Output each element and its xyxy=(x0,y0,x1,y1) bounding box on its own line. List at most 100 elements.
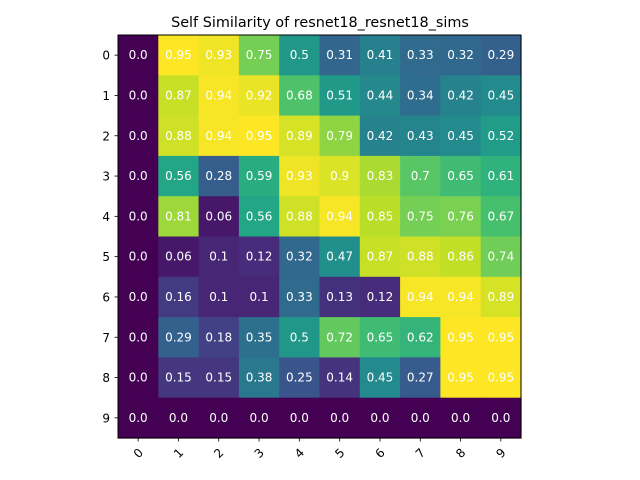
heatmap-cell xyxy=(400,75,441,117)
cell-value-label: 0.47 xyxy=(326,250,353,264)
x-tick-label: 4 xyxy=(292,446,307,461)
cell-value-label: 0.42 xyxy=(447,88,474,102)
cell-value-label: 0.25 xyxy=(286,371,313,385)
x-tick-label: 5 xyxy=(332,446,347,461)
x-tick-label: 9 xyxy=(493,446,508,461)
y-tick-label: 9 xyxy=(102,411,110,425)
heatmap-cell xyxy=(118,357,159,399)
cell-value-label: 0.34 xyxy=(407,88,434,102)
y-tick-label: 1 xyxy=(102,89,110,103)
cell-value-label: 0.0 xyxy=(129,250,148,264)
heatmap-cell xyxy=(198,357,240,399)
heatmap-cell xyxy=(319,276,361,318)
cell-value-label: 0.88 xyxy=(286,209,313,223)
heatmap-cell xyxy=(118,155,159,197)
cell-value-label: 0.29 xyxy=(487,48,514,62)
cell-value-label: 0.1 xyxy=(250,290,269,304)
heatmap-cell xyxy=(440,317,482,358)
heatmap-cell xyxy=(319,357,361,399)
cell-value-label: 0.74 xyxy=(487,250,514,264)
y-tick-label: 0 xyxy=(102,49,110,63)
cell-value-label: 0.7 xyxy=(411,169,430,183)
heatmap-cell xyxy=(359,115,401,157)
heatmap-cell xyxy=(238,155,280,197)
cell-value-label: 0.13 xyxy=(326,290,353,304)
heatmap-cell xyxy=(359,357,401,399)
heatmap-cell xyxy=(440,397,482,439)
cell-value-label: 0.75 xyxy=(246,48,273,62)
cell-value-label: 0.56 xyxy=(165,169,192,183)
cell-value-label: 0.95 xyxy=(246,129,273,143)
heatmap-cell xyxy=(158,115,200,157)
heatmap-cell xyxy=(480,155,522,197)
cell-value-label: 0.43 xyxy=(407,129,434,143)
heatmap-cell xyxy=(238,276,280,318)
heatmap-cell xyxy=(440,75,482,117)
heatmap-cell xyxy=(400,196,441,238)
heatmap-cell xyxy=(118,276,159,318)
cell-value-label: 0.75 xyxy=(407,209,434,223)
y-tick-label: 5 xyxy=(102,250,110,264)
heatmap-cell xyxy=(198,155,240,197)
heatmap-cell xyxy=(238,236,280,278)
heatmap-cell xyxy=(359,196,401,238)
heatmap-cell xyxy=(440,236,482,278)
cell-value-label: 0.88 xyxy=(407,250,434,264)
heatmap-cell xyxy=(118,397,159,439)
cell-value-label: 0.0 xyxy=(129,129,148,143)
heatmap-cell xyxy=(158,155,200,197)
cell-value-label: 0.0 xyxy=(330,411,349,425)
heatmap-cell xyxy=(440,35,482,76)
heatmap-cell xyxy=(319,155,361,197)
cell-value-label: 0.0 xyxy=(129,371,148,385)
chart-title: Self Similarity of resnet18_resnet18_sim… xyxy=(171,15,469,31)
cell-value-label: 0.93 xyxy=(286,169,313,183)
cell-value-label: 0.92 xyxy=(246,88,273,102)
heatmap-cell xyxy=(440,357,482,399)
heatmap-cell xyxy=(480,317,522,358)
cell-value-label: 0.52 xyxy=(487,129,514,143)
cell-value-label: 0.9 xyxy=(330,169,349,183)
cell-value-label: 0.89 xyxy=(286,129,313,143)
heatmap-cell xyxy=(480,397,522,439)
cell-value-label: 0.06 xyxy=(165,250,192,264)
heatmap-cell xyxy=(118,115,159,157)
cell-value-label: 0.0 xyxy=(129,209,148,223)
heatmap-cell xyxy=(480,196,522,238)
heatmap-cell xyxy=(400,35,441,76)
x-tick-label: 3 xyxy=(252,446,267,461)
cell-value-label: 0.94 xyxy=(205,88,232,102)
heatmap-cell xyxy=(198,115,240,157)
heatmap-cell xyxy=(158,236,200,278)
cell-value-label: 0.94 xyxy=(205,129,232,143)
heatmap-cell xyxy=(480,357,522,399)
heatmap-cell xyxy=(400,397,441,439)
cell-value-label: 0.95 xyxy=(487,371,514,385)
heatmap-cell xyxy=(480,75,522,117)
y-tick-label: 7 xyxy=(102,331,110,345)
cell-value-label: 0.85 xyxy=(367,209,394,223)
heatmap-cell xyxy=(480,276,522,318)
heatmap-cell xyxy=(319,196,361,238)
cell-value-label: 0.95 xyxy=(447,371,474,385)
cell-value-label: 0.38 xyxy=(246,371,273,385)
cell-value-label: 0.65 xyxy=(367,330,394,344)
heatmap-cell xyxy=(359,397,401,439)
cell-value-label: 0.45 xyxy=(447,129,474,143)
heatmap-cell xyxy=(238,75,280,117)
x-tick-label: 8 xyxy=(453,446,468,461)
cell-value-label: 0.94 xyxy=(407,290,434,304)
cell-value-label: 0.65 xyxy=(447,169,474,183)
cell-value-label: 0.0 xyxy=(451,411,470,425)
y-tick-label: 4 xyxy=(102,210,110,224)
cell-value-label: 0.33 xyxy=(286,290,313,304)
cell-value-label: 0.31 xyxy=(326,48,353,62)
plot-frame xyxy=(117,34,522,439)
heatmap-cell xyxy=(319,317,361,358)
heatmap-cell xyxy=(279,75,321,117)
x-tick-label: 0 xyxy=(131,446,146,461)
x-tick-label: 7 xyxy=(413,446,428,461)
cell-value-label: 0.93 xyxy=(205,48,232,62)
cell-value-label: 0.0 xyxy=(250,411,269,425)
heatmap-cell xyxy=(279,397,321,439)
